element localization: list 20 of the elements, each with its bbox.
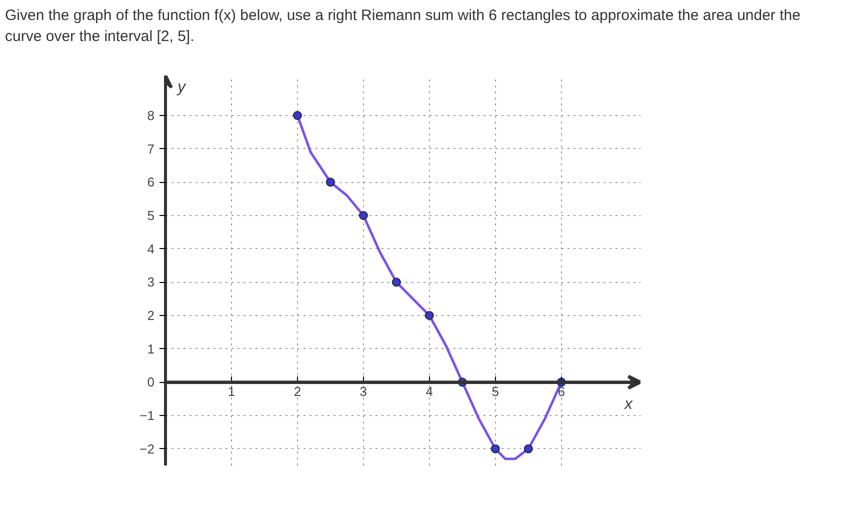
x-tick-label: 5 <box>492 384 499 400</box>
x-tick-label: 3 <box>360 384 368 400</box>
x-tick-label: 2 <box>294 384 302 400</box>
y-tick-label: 8 <box>147 108 155 123</box>
x-axis-title: x <box>624 396 634 414</box>
y-axis-title: y <box>176 79 186 96</box>
y-tick-label: 3 <box>147 274 155 290</box>
x-tick-label: 1 <box>228 384 236 400</box>
y-tick-label: 1 <box>147 341 155 356</box>
y-tick-label: 6 <box>147 174 155 190</box>
y-tick-label: 0 <box>147 374 155 390</box>
chart-title: Given the graph of the function f(x) below, use a right Riemann sum with 6 rectangles to approximate the area under the curve over the interval [2, 5]. <box>5 6 802 47</box>
y-tick-label: 5 <box>147 208 155 223</box>
y-tick-label: −1 <box>140 408 155 423</box>
y-tick-label: 4 <box>147 241 155 256</box>
y-tick-label: −2 <box>140 441 155 456</box>
x-tick-label: 6 <box>558 384 565 400</box>
x-tick-label: 4 <box>426 384 434 400</box>
y-tick-label: 7 <box>147 141 155 156</box>
y-tick-label: 2 <box>147 308 155 323</box>
